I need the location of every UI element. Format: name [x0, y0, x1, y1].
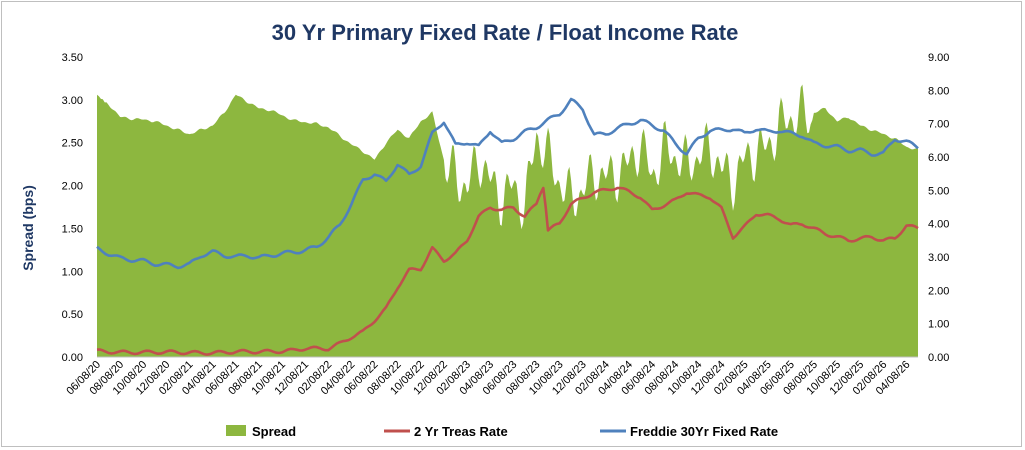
right-tick-label: 3.00 [928, 252, 949, 264]
left-tick-label: 2.50 [62, 138, 83, 150]
series-spread-area [97, 84, 918, 357]
series-freddie-30yr-line [96, 97, 919, 270]
y-axis-label: Spread (bps) [20, 185, 36, 271]
left-tick-label: 1.00 [62, 266, 83, 278]
right-tick-label: 5.00 [928, 185, 949, 197]
left-tick-label: 1.50 [62, 223, 83, 235]
right-tick-label: 6.00 [928, 152, 949, 164]
chart-title: 30 Yr Primary Fixed Rate / Float Income … [272, 20, 739, 45]
legend: Spread 2 Yr Treas Rate Freddie 30Yr Fixed … [226, 424, 778, 439]
right-tick-label: 0.00 [928, 352, 949, 364]
right-tick-label: 2.00 [928, 285, 949, 297]
left-tick-label: 0.00 [62, 352, 83, 364]
x-axis: 06/08/2008/08/2010/08/2012/08/2002/08/21… [64, 356, 918, 397]
right-tick-label: 7.00 [928, 119, 949, 131]
series-2yr-treas-line [96, 186, 919, 356]
left-tick-label: 3.00 [62, 95, 83, 107]
left-axis: 0.00 0.50 1.00 1.50 2.00 2.50 3.00 3.50 [62, 52, 83, 364]
left-tick-label: 0.50 [62, 309, 83, 321]
right-tick-label: 4.00 [928, 219, 949, 231]
legend-swatch-spread [226, 425, 246, 436]
plot-area [96, 84, 919, 357]
right-tick-label: 1.00 [928, 319, 949, 331]
legend-label: Freddie 30Yr Fixed Rate [630, 424, 778, 439]
left-tick-label: 3.50 [62, 52, 83, 64]
right-tick-label: 9.00 [928, 52, 949, 64]
right-tick-label: 8.00 [928, 85, 949, 97]
legend-label: Spread [252, 424, 296, 439]
right-axis: 0.00 1.00 2.00 3.00 4.00 5.00 6.00 7.00 8.00 9.00 [928, 52, 949, 364]
legend-label: 2 Yr Treas Rate [414, 424, 508, 439]
left-tick-label: 2.00 [62, 181, 83, 193]
